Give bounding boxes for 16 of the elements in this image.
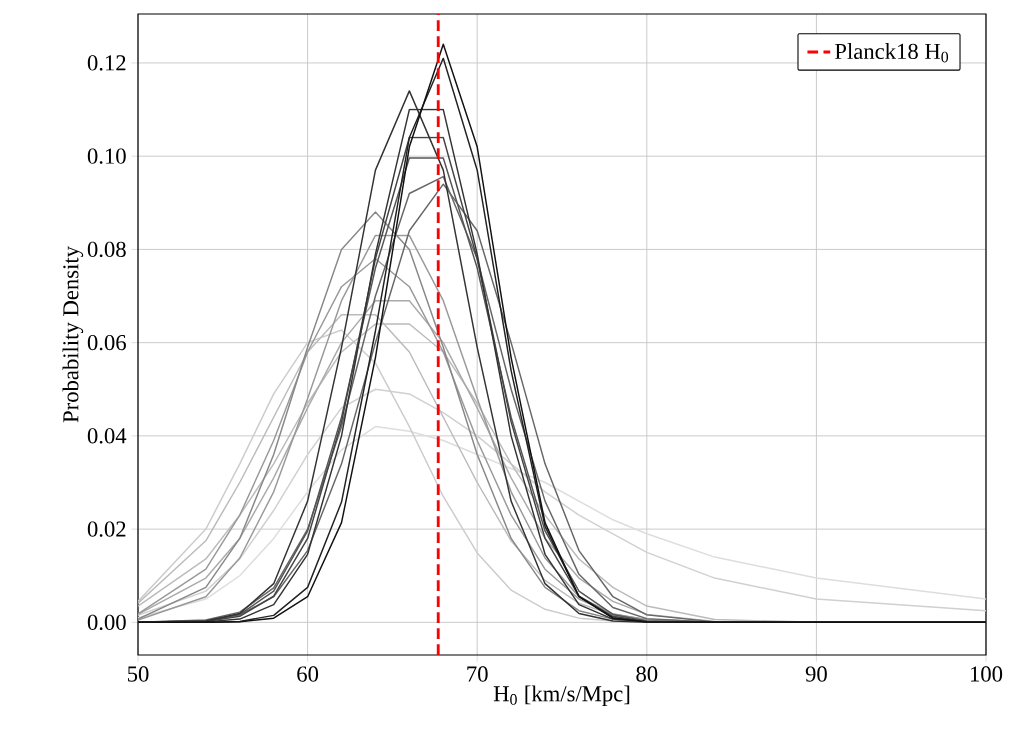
legend-label: Planck18 H$_{0}$ (835, 43, 949, 63)
x-tick-label: 70 (467, 666, 488, 682)
x-tick-label: 80 (636, 666, 658, 682)
x-tick-label: 100 (970, 666, 1003, 682)
x-tick-label: 90 (805, 666, 827, 682)
x-tick-label: 60 (297, 666, 319, 682)
y-tick-label: 0.06 (87, 334, 126, 351)
x-tick-label: 50 (127, 666, 149, 682)
y-tick-label: 0.08 (87, 241, 126, 258)
y-tick-label: 0.12 (87, 55, 126, 71)
y-tick-label: 0.00 (87, 614, 126, 631)
y-axis-title: Probability Density (62, 246, 84, 423)
y-tick-label: 0.02 (87, 521, 126, 537)
x-axis-title: H$_{0}$ [km/s/Mpc] (493, 685, 630, 707)
y-tick-label: 0.04 (87, 428, 127, 444)
y-tick-label: 0.10 (87, 148, 126, 164)
